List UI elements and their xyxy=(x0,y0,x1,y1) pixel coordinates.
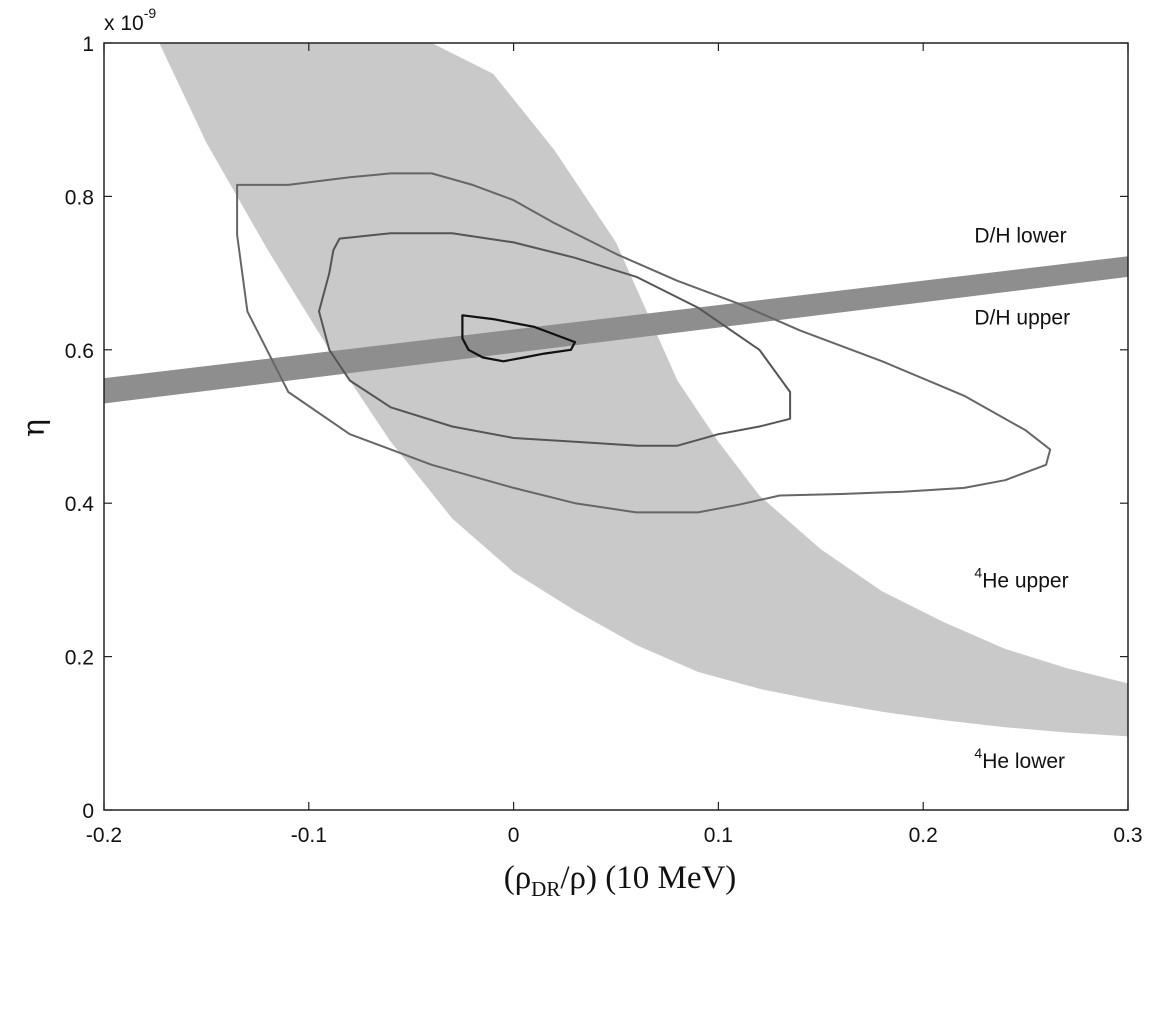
y-axis-label: η xyxy=(17,419,52,437)
y-scale-prefix: x 10 xyxy=(104,12,144,35)
y-tick-label-4: 0.8 xyxy=(65,186,94,209)
x-axis-label: (ρDR/ρ) (10 MeV) xyxy=(504,860,737,901)
annotation-3: 4He lower xyxy=(974,745,1065,773)
y-tick-label-0: 0 xyxy=(82,800,94,823)
x-tick-label-3: 0.1 xyxy=(704,824,733,847)
contour-inner xyxy=(461,314,577,363)
x-tick-label-0: -0.2 xyxy=(86,824,122,847)
contour-middle xyxy=(318,232,792,447)
x-tick-label-2: 0 xyxy=(508,824,520,847)
x-axis-label-sub: DR xyxy=(531,877,560,901)
band-1 xyxy=(104,256,1128,404)
y-tick-label-5: 1 xyxy=(82,33,94,56)
annotation-0: D/H lower xyxy=(974,224,1066,247)
annotation-2: 4He upper xyxy=(974,565,1068,593)
x-axis-label-close: /ρ) (10 MeV) xyxy=(560,860,736,896)
y-scale-exponent: -9 xyxy=(144,5,157,21)
y-scale-note: x 10-9 xyxy=(104,5,156,35)
contour-outer xyxy=(236,172,1052,514)
plot-frame xyxy=(103,42,1129,811)
x-axis-label-open: (ρ xyxy=(504,860,531,896)
y-tick-label-2: 0.4 xyxy=(65,493,95,516)
band-0 xyxy=(159,43,1129,737)
ticks-layer xyxy=(103,42,1129,811)
annotations-layer: D/H lower D/H upper 4He upper 4He lower xyxy=(974,224,1070,772)
annotation-1: D/H upper xyxy=(974,306,1070,329)
bands-layer xyxy=(104,43,1129,737)
tick-labels-layer: -0.2 -0.1 0 0.1 0.2 0.3 0 0.2 0.4 0.6 0.8 1 xyxy=(65,33,1143,847)
y-tick-label-1: 0.2 xyxy=(65,647,94,670)
x-tick-label-1: -0.1 xyxy=(291,824,327,847)
y-tick-label-3: 0.6 xyxy=(65,340,94,363)
x-tick-label-5: 0.3 xyxy=(1113,824,1142,847)
x-tick-label-4: 0.2 xyxy=(909,824,938,847)
contours-layer xyxy=(236,172,1052,514)
